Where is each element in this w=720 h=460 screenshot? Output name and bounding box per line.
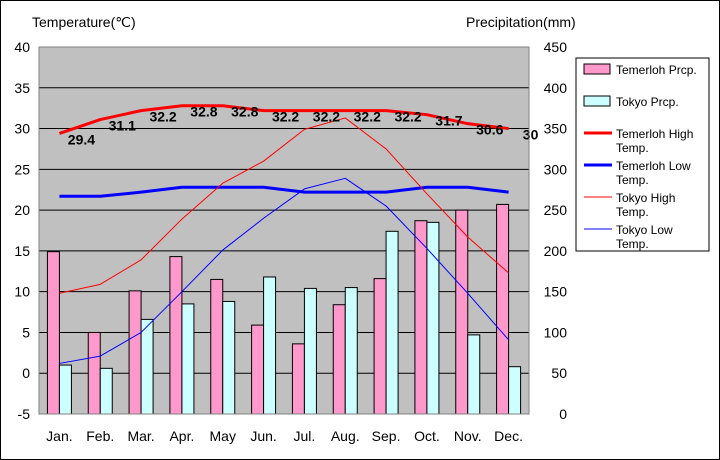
precipitation-bar: [332, 304, 346, 415]
left-tick-label: 35: [14, 80, 30, 96]
right-tick-label: 350: [544, 121, 568, 137]
left-tick-label: 25: [14, 161, 30, 177]
data-label: 32.2: [149, 109, 176, 125]
right-tick-label: 300: [544, 161, 568, 177]
precipitation-bar: [128, 290, 142, 415]
data-label: 32.2: [354, 109, 381, 125]
category-label: May: [210, 428, 236, 444]
temperature-line: [58, 104, 509, 135]
right-tick-label: 100: [544, 324, 568, 340]
precipitation-bar: [58, 364, 72, 415]
category-label: Mar.: [127, 428, 154, 444]
legend-swatch: [583, 95, 611, 107]
right-tick-label: 0: [559, 406, 567, 422]
right-tick-label: 450: [544, 39, 568, 55]
precipitation-bar: [373, 278, 387, 415]
legend: Temerloh Prcp. Tokyo Prcp. Temerloh High Te…: [575, 57, 710, 252]
temperature-line: [59, 185, 509, 198]
left-tick-label: 20: [14, 202, 30, 218]
precipitation-bars: [46, 203, 522, 415]
legend-label: Temerloh Prcp.: [616, 63, 697, 77]
precipitation-bar: [181, 303, 195, 415]
category-label: Nov.: [454, 428, 482, 444]
left-axis-title: Temperature(℃): [32, 14, 136, 30]
legend-label: Temerloh Low Temp.: [616, 159, 691, 187]
category-label: Aug.: [331, 428, 360, 444]
precipitation-bar: [222, 300, 236, 415]
precipitation-bar: [455, 209, 469, 415]
left-tick-label: 10: [14, 284, 30, 300]
data-label: 31.1: [109, 118, 136, 134]
data-labels: 29.4 31.1 32.2 32.8 32.8 32.2 32.2 32.2 32.2 31.7…: [68, 104, 539, 148]
data-label: 32.2: [272, 109, 299, 125]
right-axis-ticks: 0 50 100 150 200 250 300 350 400 450: [544, 39, 568, 422]
left-tick-label: 0: [22, 365, 30, 381]
left-tick-label: -5: [18, 406, 31, 422]
precipitation-bar: [99, 367, 113, 415]
category-label: Sep.: [372, 428, 401, 444]
category-label: Feb.: [86, 428, 114, 444]
precipitation-bar: [385, 230, 399, 415]
temperature-line: [59, 177, 509, 364]
precipitation-bar: [140, 318, 154, 415]
precipitation-bar: [291, 343, 305, 415]
category-label: Jul.: [294, 428, 316, 444]
category-label: Oct.: [414, 428, 440, 444]
right-tick-label: 50: [551, 365, 567, 381]
precipitation-bar: [344, 287, 358, 415]
legend-label: Tokyo Prcp.: [616, 95, 679, 109]
precipitation-bar: [303, 287, 317, 415]
right-tick-label: 200: [544, 243, 568, 259]
right-tick-label: 400: [544, 80, 568, 96]
left-tick-label: 5: [22, 324, 30, 340]
left-axis-ticks: -5 0 5 10 15 20 25 30 35 40: [14, 39, 30, 422]
x-axis-ticks: Jan. Feb. Mar. Apr. May Jun. Jul. Aug. Sep. Oct. N…: [46, 428, 523, 444]
data-label: 30.6: [476, 122, 503, 138]
legend-swatch: [583, 63, 611, 75]
data-label: 29.4: [68, 131, 95, 147]
precipitation-bar: [467, 334, 481, 415]
data-label: 32.2: [313, 109, 340, 125]
left-tick-label: 30: [14, 121, 30, 137]
data-label: 31.7: [435, 113, 462, 129]
precipitation-bar: [496, 203, 510, 415]
precipitation-bar: [210, 278, 224, 415]
data-label: 32.8: [190, 104, 217, 120]
plot-area: [39, 47, 529, 414]
data-label: 32.8: [231, 104, 258, 120]
legend-label: Tokyo Low Temp.: [616, 223, 673, 251]
precipitation-bar: [251, 324, 265, 415]
legend-label: Temerloh High Temp.: [616, 127, 693, 155]
legend-box: [575, 57, 710, 252]
precipitation-bar: [263, 276, 277, 415]
legend-label: Tokyo High Temp.: [616, 191, 675, 219]
right-axis-title: Precipitation(mm): [466, 14, 576, 30]
grid-lines: [39, 87, 529, 374]
category-label: Jan.: [46, 428, 72, 444]
precipitation-bar: [46, 251, 60, 415]
right-tick-label: 150: [544, 284, 568, 300]
left-tick-label: 40: [14, 39, 30, 55]
right-tick-label: 250: [544, 202, 568, 218]
category-label: Apr.: [169, 428, 194, 444]
left-tick-label: 15: [14, 243, 30, 259]
precipitation-bar: [169, 256, 183, 415]
precipitation-bar: [508, 366, 522, 415]
precipitation-bar: [87, 331, 101, 415]
temperature-line: [59, 117, 509, 294]
precipitation-bar: [414, 220, 428, 415]
data-label: 30: [523, 127, 539, 143]
data-label: 32.2: [394, 109, 421, 125]
temperature-lines: [58, 104, 509, 364]
plot-border: [38, 46, 530, 415]
category-label: Dec.: [494, 428, 523, 444]
category-label: Jun.: [250, 428, 276, 444]
